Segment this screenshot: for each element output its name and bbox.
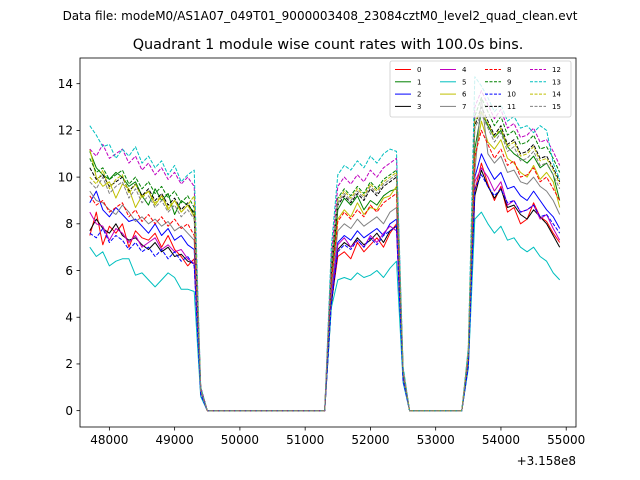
series-line-5 — [89, 211, 561, 412]
series-group — [89, 76, 561, 412]
plot-frame — [79, 57, 577, 428]
y-tick-label: 4 — [65, 311, 73, 325]
y-tick-label: 14 — [58, 77, 73, 91]
x-tick-label: 52000 — [351, 433, 389, 447]
chart-title: Quadrant 1 module wise count rates with … — [133, 37, 524, 53]
x-tick-label: 50000 — [221, 433, 259, 447]
legend-label-11: 11 — [507, 103, 516, 111]
x-tick-label: 54000 — [482, 433, 520, 447]
legend-label-14: 14 — [552, 91, 561, 99]
y-tick-label: 0 — [65, 404, 73, 418]
series-line-14 — [89, 111, 561, 412]
legend-label-9: 9 — [507, 78, 511, 86]
legend-label-1: 1 — [417, 78, 421, 86]
legend-label-5: 5 — [462, 78, 466, 86]
x-tick-label: 55000 — [547, 433, 585, 447]
series-line-11 — [89, 106, 561, 412]
legend-label-15: 15 — [552, 103, 561, 111]
series-line-2 — [89, 153, 561, 412]
x-offset-label: +3.158e8 — [517, 454, 576, 468]
legend-frame — [389, 60, 572, 118]
legend-label-2: 2 — [417, 91, 421, 99]
x-tick-label: 53000 — [417, 433, 455, 447]
legend-label-8: 8 — [507, 66, 511, 74]
legend-label-13: 13 — [552, 78, 561, 86]
x-tick-label: 48000 — [90, 433, 128, 447]
y-tick-label: 2 — [65, 357, 73, 371]
series-line-7 — [89, 97, 561, 412]
series-line-10 — [89, 174, 561, 412]
series-line-8 — [89, 129, 561, 412]
plot-axes: 48000 49000 50000 51000 52000 53000 54000 55000… — [58, 57, 585, 468]
series-line-4 — [89, 167, 561, 412]
data-file-header: Data file: modeM0/AS1A07_049T01_90000034… — [63, 9, 578, 23]
series-line-0 — [89, 162, 561, 412]
legend-label-10: 10 — [507, 91, 516, 99]
y-tick-label: 6 — [65, 264, 73, 278]
y-tick-label: 8 — [65, 217, 73, 231]
y-tick-label: 12 — [58, 124, 73, 138]
x-tick-label: 51000 — [286, 433, 324, 447]
x-tick-label: 49000 — [156, 433, 194, 447]
legend-label-4: 4 — [462, 66, 467, 74]
legend-label-0: 0 — [417, 66, 421, 74]
series-line-15 — [89, 113, 561, 412]
legend-label-6: 6 — [462, 91, 467, 99]
y-tick-label: 10 — [58, 170, 73, 184]
series-line-3 — [89, 169, 561, 412]
legend-label-7: 7 — [462, 103, 466, 111]
legend-label-3: 3 — [417, 103, 421, 111]
series-line-6 — [89, 120, 561, 412]
series-line-9 — [89, 97, 561, 412]
legend-label-12: 12 — [552, 66, 561, 74]
